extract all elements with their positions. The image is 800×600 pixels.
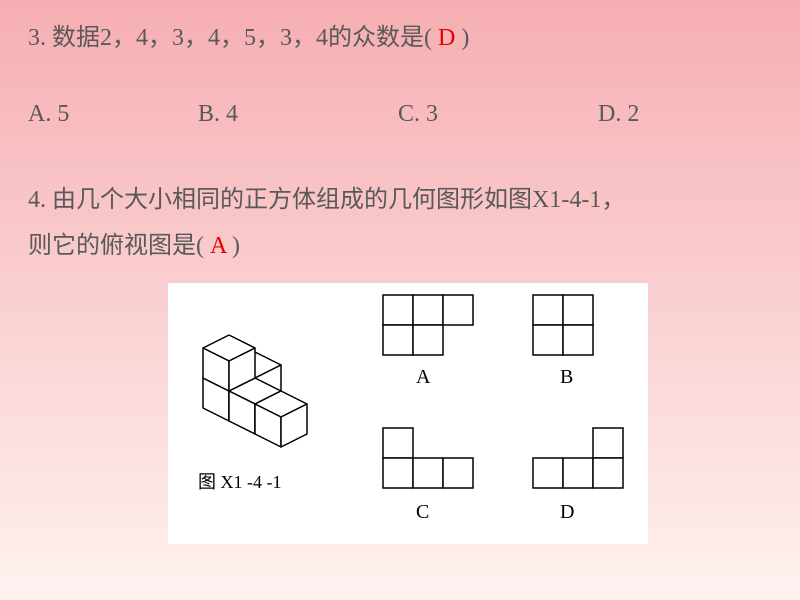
q3-options: A. 5 B. 4 C. 3 D. 2 [28, 96, 772, 132]
q3-option-a: A. 5 [28, 96, 198, 132]
svg-text:B: B [560, 366, 573, 388]
figure-box: A B C D 图 X1 -4 -1 [168, 282, 648, 544]
question-3: 3. 数据2，4，3，4，5，3，4的众数是( D ) [28, 20, 772, 56]
q3-option-c: C. 3 [398, 96, 598, 132]
q4-answer: A [210, 233, 226, 259]
svg-text:D: D [560, 501, 574, 523]
q3-stem: 3. 数据2，4，3，4，5，3，4的众数是( D ) [28, 20, 772, 56]
q4-number: 4. [28, 187, 46, 213]
svg-text:C: C [416, 501, 429, 523]
q3-stem-pre: 数据2，4，3，4，5，3，4的众数是( [52, 25, 438, 51]
question-4: 4. 由几个大小相同的正方体组成的几何图形如图X1-4-1， 则它的俯视图是( … [28, 182, 772, 264]
slide-page: 3. 数据2，4，3，4，5，3，4的众数是( D ) A. 5 B. 4 C.… [0, 0, 800, 600]
q4-stem-line2-post: ) [226, 233, 240, 259]
q4-line2: 则它的俯视图是( A ) [28, 228, 772, 264]
q3-option-b: B. 4 [198, 96, 398, 132]
q3-number: 3. [28, 25, 46, 51]
q3-answer: D [438, 25, 455, 51]
q4-stem-line1: 由几个大小相同的正方体组成的几何图形如图X1-4-1， [52, 187, 625, 213]
svg-text:A: A [416, 366, 431, 388]
q3-option-d: D. 2 [598, 96, 639, 132]
svg-text:图 X1 -4 -1: 图 X1 -4 -1 [198, 472, 282, 492]
figure-svg: A B C D 图 X1 -4 -1 [168, 283, 648, 545]
q4-stem-line2-pre: 则它的俯视图是( [28, 233, 210, 259]
q4-line1: 4. 由几个大小相同的正方体组成的几何图形如图X1-4-1， [28, 182, 772, 218]
q3-stem-post: ) [455, 25, 469, 51]
